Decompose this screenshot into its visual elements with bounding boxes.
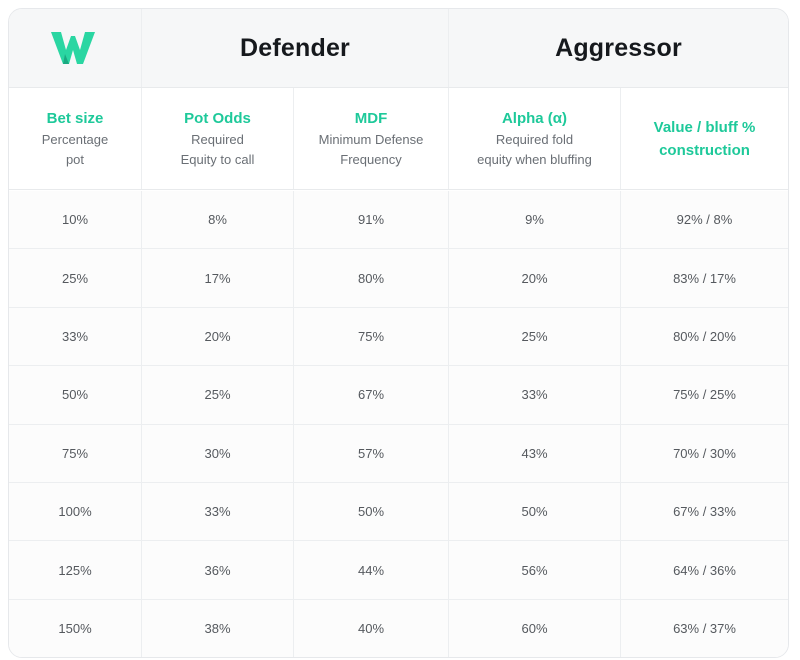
- pot-odds-cell: 20%: [142, 307, 294, 366]
- pot-odds-cell: 30%: [142, 424, 294, 482]
- wizard-w-logo-icon[interactable]: [49, 28, 97, 68]
- defender-group-header: Defender: [142, 9, 449, 87]
- bet-size-cell: 33%: [9, 307, 142, 366]
- column-header-value-bluff: Value / bluff % construction: [621, 88, 788, 189]
- mdf-cell: 75%: [294, 307, 449, 366]
- mdf-cell: 80%: [294, 249, 449, 307]
- value-bluff-cell: 64% / 36%: [673, 562, 736, 578]
- mdf-cell: 67%: [294, 366, 449, 424]
- table-row: 125% 36% 44% 56% 64% / 36%: [9, 541, 788, 600]
- aggressor-group-header: Aggressor: [449, 9, 788, 87]
- value-bluff-cell: 67% / 33%: [673, 504, 736, 520]
- table-row: 10% 8% 91% 9% 92% / 8%: [9, 191, 788, 250]
- group-header-row: Defender Aggressor: [9, 9, 788, 88]
- table-row: 25% 17% 80% 20% 83% / 17%: [9, 249, 788, 308]
- mdf-cell: 57%: [294, 424, 449, 482]
- alpha-cell: 20%: [449, 249, 621, 307]
- column-header-row: Bet size Percentage pot Pot Odds Require…: [9, 88, 788, 190]
- column-header-bet-size: Bet size Percentage pot: [9, 88, 142, 189]
- alpha-cell: 56%: [449, 541, 621, 599]
- bet-size-cell: 50%: [9, 366, 142, 424]
- bet-size-cell: 100%: [9, 483, 142, 541]
- value-bluff-cell: 63% / 37%: [673, 621, 736, 637]
- column-title: Bet size: [46, 109, 104, 127]
- alpha-cell: 60%: [449, 599, 621, 657]
- column-header-mdf: MDF Minimum Defense Frequency: [294, 88, 449, 189]
- table-row: 100% 33% 50% 50% 67% / 33%: [9, 483, 788, 542]
- aggressor-title: Aggressor: [555, 33, 682, 62]
- mdf-table-card: Defender Aggressor Bet size Percentage p…: [8, 8, 789, 658]
- logo-cell: [9, 9, 142, 87]
- mdf-cell: 44%: [294, 541, 449, 599]
- column-subtitle: equity when bluffing: [477, 151, 592, 167]
- column-header-pot-odds: Pot Odds Required Equity to call: [142, 88, 294, 189]
- pot-odds-cell: 8%: [142, 191, 294, 249]
- alpha-cell: 33%: [449, 366, 621, 424]
- alpha-cell: 43%: [449, 424, 621, 482]
- table-row: 150% 38% 40% 60% 63% / 37%: [9, 599, 788, 657]
- column-subtitle: Required fold: [495, 131, 574, 147]
- defender-title: Defender: [240, 33, 350, 62]
- value-bluff-cell: 83% / 17%: [673, 270, 736, 286]
- column-subtitle: Equity to call: [180, 151, 255, 167]
- value-bluff-cell: 92% / 8%: [676, 212, 733, 228]
- column-title: Value / bluff % construction: [653, 118, 756, 159]
- mdf-cell: 50%: [294, 483, 449, 541]
- column-subtitle: Percentage: [41, 131, 109, 147]
- alpha-cell: 9%: [449, 191, 621, 249]
- pot-odds-cell: 38%: [142, 599, 294, 657]
- alpha-cell: 25%: [449, 307, 621, 366]
- table-row: 75% 30% 57% 43% 70% / 30%: [9, 424, 788, 483]
- bet-size-cell: 25%: [9, 249, 142, 307]
- mdf-cell: 91%: [294, 191, 449, 249]
- value-bluff-cell: 70% / 30%: [673, 445, 736, 461]
- column-title: Pot Odds: [184, 109, 251, 127]
- pot-odds-cell: 17%: [142, 249, 294, 307]
- table-row: 50% 25% 67% 33% 75% / 25%: [9, 366, 788, 425]
- pot-odds-cell: 36%: [142, 541, 294, 599]
- bet-size-cell: 150%: [9, 599, 142, 657]
- bet-size-cell: 125%: [9, 541, 142, 599]
- column-title: Alpha (α): [501, 109, 568, 127]
- column-subtitle: pot: [65, 151, 85, 167]
- column-header-alpha: Alpha (α) Required fold equity when bluf…: [449, 88, 621, 189]
- pot-odds-cell: 33%: [142, 483, 294, 541]
- table-row: 33% 20% 75% 25% 80% / 20%: [9, 307, 788, 367]
- value-bluff-cell: 80% / 20%: [673, 328, 736, 344]
- column-subtitle: Required: [191, 131, 244, 147]
- column-subtitle: Minimum Defense: [318, 131, 424, 147]
- mdf-cell: 40%: [294, 599, 449, 657]
- column-title: MDF: [354, 109, 388, 127]
- pot-odds-cell: 25%: [142, 366, 294, 424]
- bet-size-cell: 10%: [9, 191, 142, 249]
- value-bluff-cell: 75% / 25%: [673, 387, 736, 403]
- alpha-cell: 50%: [449, 483, 621, 541]
- bet-size-cell: 75%: [9, 424, 142, 482]
- column-subtitle: Frequency: [340, 151, 402, 167]
